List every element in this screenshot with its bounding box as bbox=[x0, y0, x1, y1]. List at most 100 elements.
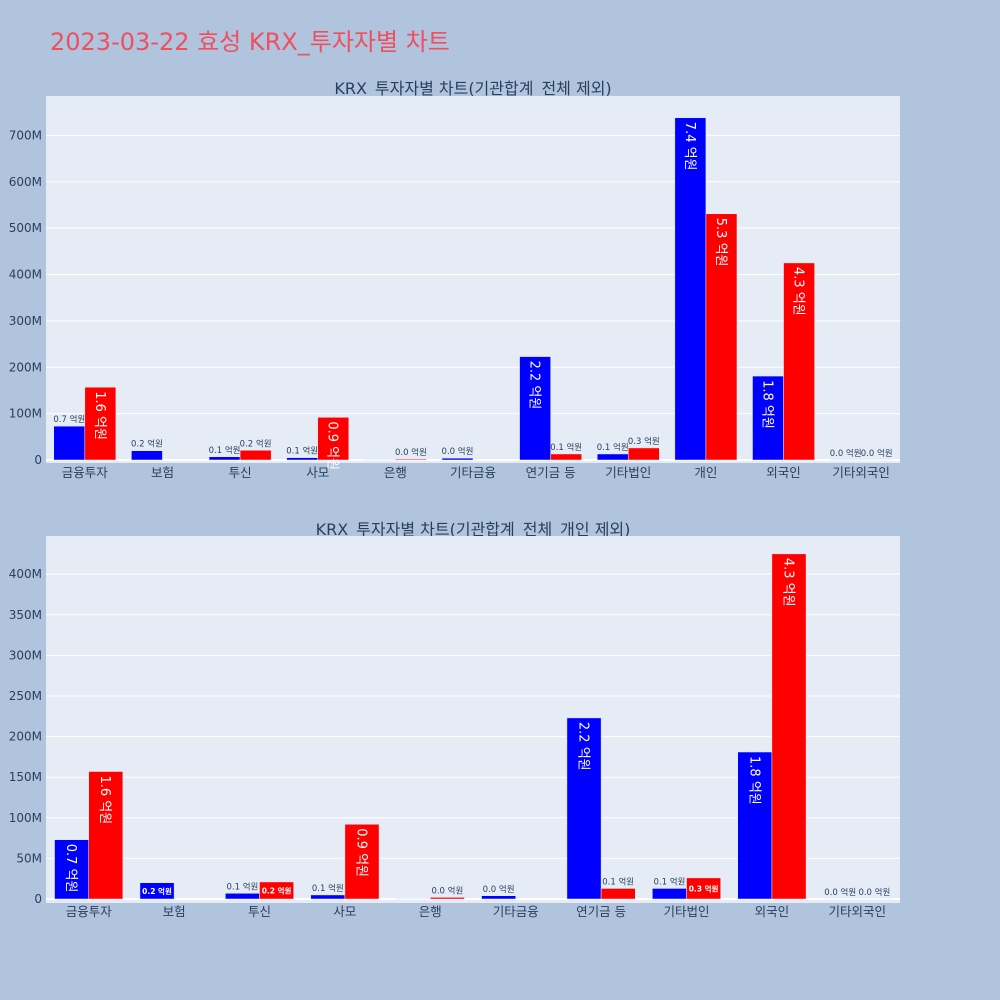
buy-bar bbox=[54, 839, 89, 900]
x-tick-label: 보험 bbox=[151, 465, 174, 480]
x-tick-label: 은행 bbox=[419, 904, 442, 919]
y-tick-label: 300M bbox=[9, 648, 42, 662]
buy-bar bbox=[131, 450, 163, 461]
bar-value-label: 2.2 억원 bbox=[575, 722, 590, 771]
bar-value-label: 0.1 억원 bbox=[226, 881, 258, 892]
bar-value-label: 0.0 억원 bbox=[483, 884, 515, 895]
y-tick-label: 250M bbox=[9, 689, 42, 703]
bar-value-label: 0.0 억원 bbox=[431, 885, 463, 896]
y-tick-label: 100M bbox=[9, 811, 42, 825]
bar-value-label: 0.3 억원 bbox=[628, 436, 660, 447]
bar-value-label: 0.2 억원 bbox=[240, 438, 272, 449]
y-tick-label: 200M bbox=[9, 730, 42, 744]
bar-value-label: 0.0 억원 bbox=[830, 448, 862, 459]
y-tick-label: 600M bbox=[9, 175, 42, 189]
bar-value-label: 0.7 억원 bbox=[63, 844, 78, 893]
buy-bar bbox=[566, 717, 602, 900]
x-tick-label: 기타법인 bbox=[663, 904, 709, 919]
x-tick-label: 외국인 bbox=[766, 465, 801, 480]
sell-bar bbox=[783, 262, 815, 461]
x-tick-label: 투신 bbox=[248, 904, 271, 919]
buy-bar bbox=[53, 425, 86, 461]
bar-value-label: 1.6 억원 bbox=[97, 776, 112, 825]
sell-bar bbox=[344, 824, 380, 900]
bar-value-label: 2.2 억원 bbox=[527, 361, 542, 410]
buy-bar bbox=[752, 375, 784, 461]
bar-value-label: 0.2 억원 bbox=[142, 886, 172, 896]
bar-value-label: 5.3 억원 bbox=[713, 218, 728, 267]
bar-value-label: 0.1 억원 bbox=[312, 883, 344, 894]
bar-value-label: 4.3 억원 bbox=[780, 558, 795, 607]
bar-value-label: 0.0 억원 bbox=[395, 447, 427, 458]
bar-value-label: 1.8 억원 bbox=[746, 756, 761, 805]
x-tick-label: 기타금융 bbox=[493, 904, 539, 919]
chart-title: KRX_투자자별 차트(기관합계_전체 제외) bbox=[334, 79, 611, 99]
x-tick-label: 사모 bbox=[306, 465, 329, 480]
bar-value-label: 0.7 억원 bbox=[53, 414, 85, 425]
buy-bar bbox=[674, 117, 707, 461]
buy-bar bbox=[481, 895, 516, 900]
chart-title: KRX_투자자별 차트(기관합계_전체_개인 제외) bbox=[316, 520, 631, 540]
x-tick-label: 보험 bbox=[163, 904, 186, 919]
sell-bar bbox=[239, 450, 272, 461]
bar-value-label: 1.6 억원 bbox=[92, 391, 107, 440]
x-tick-label: 기타외국인 bbox=[829, 904, 887, 919]
y-tick-label: 50M bbox=[16, 851, 42, 865]
sell-bar bbox=[600, 888, 636, 900]
sell-bar bbox=[259, 881, 294, 900]
x-tick-label: 연기금 등 bbox=[526, 465, 576, 480]
y-tick-label: 150M bbox=[9, 770, 42, 784]
bar-value-label: 0.0 억원 bbox=[858, 887, 890, 898]
buy-bar bbox=[310, 894, 346, 900]
bar-value-label: 0.3 억원 bbox=[689, 883, 719, 893]
bar-value-label: 0.1 억원 bbox=[286, 446, 318, 457]
x-tick-label: 기타법인 bbox=[605, 465, 651, 480]
y-tick-label: 700M bbox=[9, 128, 42, 142]
buy-bar bbox=[519, 356, 551, 461]
x-tick-label: 개인 bbox=[694, 465, 717, 480]
bar-value-label: 0.0 억원 bbox=[442, 446, 474, 457]
y-tick-label: 0 bbox=[34, 892, 42, 906]
bar-value-label: 0.0 억원 bbox=[824, 887, 856, 898]
buy-bar bbox=[225, 893, 260, 900]
bar-value-label: 0.1 억원 bbox=[550, 442, 582, 453]
bar-value-label: 0.2 억원 bbox=[131, 439, 163, 450]
x-tick-label: 연기금 등 bbox=[576, 904, 626, 919]
sell-bar bbox=[88, 771, 124, 900]
bar-value-label: 0.0 억원 bbox=[861, 448, 893, 459]
y-tick-label: 300M bbox=[9, 314, 42, 328]
y-tick-label: 500M bbox=[9, 221, 42, 235]
bar-value-label: 0.1 억원 bbox=[653, 876, 685, 887]
x-tick-label: 금융투자 bbox=[62, 465, 109, 480]
x-tick-label: 은행 bbox=[384, 465, 407, 480]
bar-value-label: 0.2 억원 bbox=[262, 885, 292, 895]
sell-bar bbox=[628, 447, 660, 461]
x-tick-label: 투신 bbox=[229, 465, 252, 480]
page-title: 2023-03-22 효성 KRX_투자자별 차트 bbox=[50, 28, 450, 56]
x-tick-label: 기타금융 bbox=[450, 465, 496, 480]
x-tick-label: 기타외국인 bbox=[832, 465, 890, 480]
sell-bar bbox=[317, 417, 350, 461]
y-tick-label: 400M bbox=[9, 567, 42, 581]
bar-value-label: 4.3 억원 bbox=[791, 267, 806, 316]
y-tick-label: 100M bbox=[9, 407, 42, 421]
y-tick-label: 350M bbox=[9, 608, 42, 622]
bar-value-label: 1.8 억원 bbox=[759, 380, 774, 429]
sell-bar bbox=[686, 877, 721, 900]
sell-bar bbox=[395, 458, 427, 461]
sell-bar bbox=[550, 453, 582, 461]
x-tick-label: 금융투자 bbox=[66, 904, 113, 919]
sell-bar bbox=[84, 386, 117, 461]
sell-bar bbox=[705, 213, 738, 461]
bar-value-label: 0.1 억원 bbox=[602, 876, 634, 887]
buy-bar bbox=[441, 457, 474, 461]
y-tick-label: 200M bbox=[9, 360, 42, 374]
x-tick-label: 사모 bbox=[333, 904, 356, 919]
buy-bar bbox=[737, 751, 773, 900]
bar-value-label: 0.1 억원 bbox=[209, 445, 241, 456]
buy-bar bbox=[652, 888, 687, 900]
sell-bar bbox=[430, 897, 465, 900]
y-tick-label: 400M bbox=[9, 268, 42, 282]
chart-top: KRX_투자자별 차트(기관합계_전체 제외) 0 100M 200M 300M 400M… bbox=[9, 79, 900, 480]
